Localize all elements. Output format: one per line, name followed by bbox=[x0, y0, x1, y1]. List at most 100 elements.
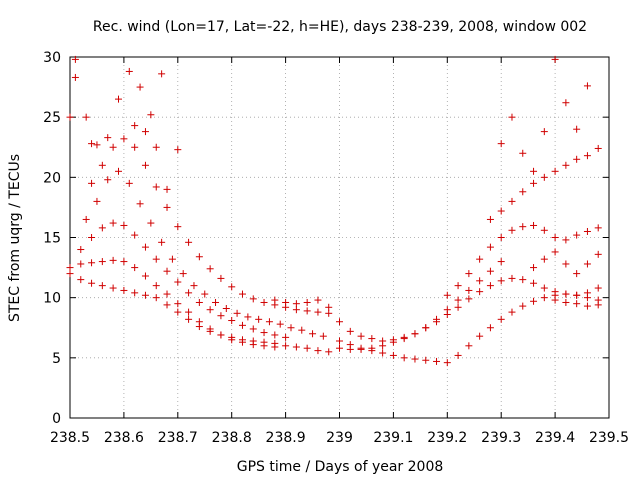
data-point bbox=[319, 332, 327, 340]
data-point bbox=[136, 83, 144, 91]
data-point bbox=[93, 197, 101, 205]
data-point bbox=[497, 207, 505, 215]
data-point bbox=[443, 291, 451, 299]
data-points bbox=[66, 55, 602, 367]
y-axis-ticks: 0 5 10 15 20 25 30 bbox=[43, 50, 609, 427]
data-point bbox=[152, 282, 160, 290]
data-point bbox=[519, 188, 527, 196]
data-point bbox=[357, 332, 365, 340]
data-point bbox=[357, 345, 365, 353]
data-point bbox=[147, 111, 155, 119]
data-point bbox=[120, 135, 128, 143]
data-point bbox=[217, 331, 225, 339]
data-point bbox=[152, 183, 160, 191]
data-point bbox=[276, 320, 284, 328]
data-point bbox=[233, 309, 241, 317]
data-point bbox=[238, 290, 246, 298]
data-point bbox=[292, 343, 300, 351]
data-point bbox=[185, 315, 193, 323]
data-point bbox=[465, 270, 473, 278]
data-point bbox=[551, 248, 559, 256]
data-point bbox=[454, 351, 462, 359]
data-point bbox=[476, 277, 484, 285]
data-point bbox=[573, 125, 581, 133]
data-point bbox=[530, 179, 538, 187]
data-point bbox=[530, 279, 538, 287]
data-point bbox=[212, 298, 220, 306]
data-point bbox=[228, 283, 236, 291]
data-point bbox=[152, 255, 160, 263]
data-point bbox=[476, 288, 484, 296]
data-point bbox=[141, 128, 149, 136]
data-point bbox=[411, 330, 419, 338]
data-point bbox=[152, 143, 160, 151]
data-point bbox=[249, 341, 257, 349]
data-point bbox=[486, 243, 494, 251]
data-point bbox=[158, 70, 166, 78]
data-point bbox=[265, 318, 273, 326]
data-point bbox=[303, 344, 311, 352]
data-point bbox=[594, 250, 602, 258]
x-tick-label: 239.4 bbox=[535, 430, 575, 446]
data-point bbox=[454, 303, 462, 311]
data-point bbox=[443, 311, 451, 319]
data-point bbox=[594, 284, 602, 292]
data-point bbox=[131, 231, 139, 239]
data-point bbox=[379, 349, 387, 357]
data-point bbox=[551, 296, 559, 304]
data-point bbox=[271, 343, 279, 351]
data-point bbox=[519, 223, 527, 231]
data-point bbox=[163, 267, 171, 275]
data-point bbox=[368, 335, 376, 343]
data-point bbox=[174, 308, 182, 316]
data-point bbox=[497, 140, 505, 148]
data-point bbox=[109, 256, 117, 264]
data-point bbox=[109, 219, 117, 227]
data-point bbox=[174, 300, 182, 308]
data-point bbox=[497, 277, 505, 285]
data-point bbox=[583, 227, 591, 235]
data-point bbox=[260, 298, 268, 306]
data-point bbox=[125, 67, 133, 75]
data-point bbox=[433, 318, 441, 326]
data-point bbox=[583, 82, 591, 90]
data-point bbox=[131, 143, 139, 151]
data-point bbox=[98, 258, 106, 266]
x-tick-label: 239 bbox=[326, 430, 353, 446]
data-point bbox=[131, 122, 139, 130]
data-point bbox=[346, 345, 354, 353]
x-tick-label: 239.3 bbox=[481, 430, 521, 446]
data-point bbox=[98, 224, 106, 232]
data-point bbox=[147, 219, 155, 227]
data-point bbox=[228, 336, 236, 344]
data-point bbox=[88, 140, 96, 148]
data-point bbox=[195, 298, 203, 306]
data-point bbox=[222, 304, 230, 312]
data-point bbox=[540, 226, 548, 234]
data-point bbox=[562, 236, 570, 244]
data-point bbox=[540, 255, 548, 263]
data-point bbox=[120, 286, 128, 294]
data-point bbox=[519, 149, 527, 157]
data-point bbox=[185, 308, 193, 316]
data-point bbox=[379, 342, 387, 350]
data-point bbox=[551, 167, 559, 175]
data-point bbox=[206, 325, 214, 333]
data-point bbox=[282, 298, 290, 306]
x-tick-label: 239.1 bbox=[373, 430, 413, 446]
data-point bbox=[583, 152, 591, 160]
data-point bbox=[389, 338, 397, 346]
data-point bbox=[411, 355, 419, 363]
data-point bbox=[141, 272, 149, 280]
y-axis-label: STEC from uqrg / TECUs bbox=[7, 154, 23, 322]
data-point bbox=[314, 347, 322, 355]
y-tick-label: 30 bbox=[43, 50, 61, 66]
data-point bbox=[497, 315, 505, 323]
x-tick-label: 238.8 bbox=[212, 430, 252, 446]
data-point bbox=[185, 289, 193, 297]
data-point bbox=[530, 167, 538, 175]
data-point bbox=[201, 290, 209, 298]
data-point bbox=[540, 173, 548, 181]
data-point bbox=[109, 143, 117, 151]
